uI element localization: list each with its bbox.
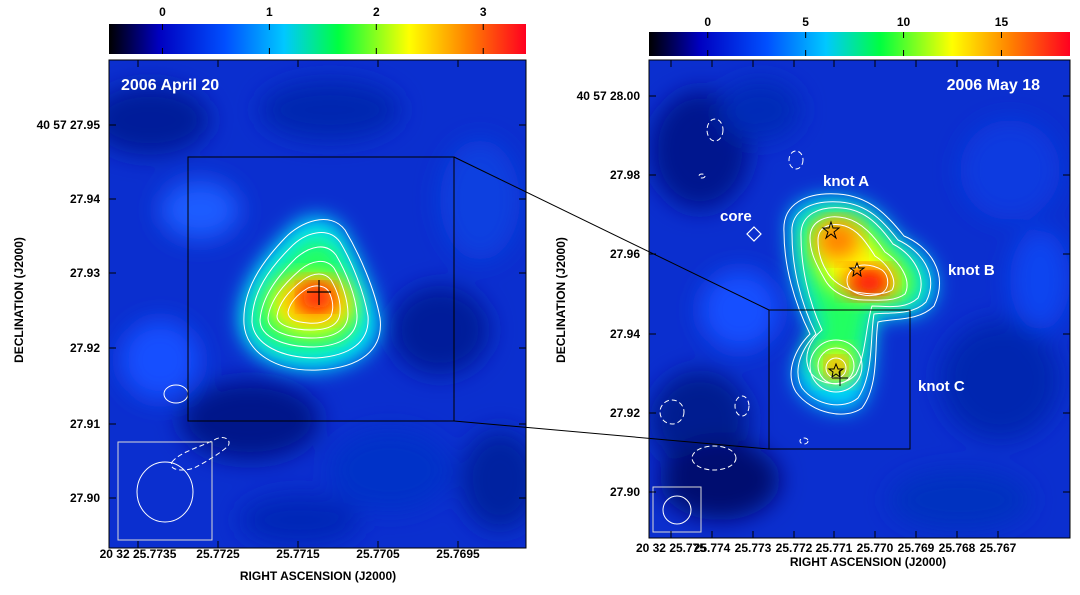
right-colorbar-ticks: 0 5 10 15 xyxy=(704,15,1008,56)
x-tick-label: 25.7705 xyxy=(356,547,400,561)
star-icon xyxy=(827,362,845,379)
left-y-axis-label: DECLINATION (J2000) xyxy=(12,237,26,363)
right-position-cross-icon xyxy=(832,370,848,386)
y-tick-label: 27.91 xyxy=(70,417,100,431)
x-tick-label: 25.771 xyxy=(816,541,853,555)
right-epoch-label: 2006 May 18 xyxy=(947,77,1041,94)
knot-b-label: knot B xyxy=(948,262,995,279)
left-beam-icon xyxy=(136,461,194,523)
left-contours xyxy=(163,219,381,404)
x-tick-label: 25.767 xyxy=(980,541,1017,555)
left-zoom-box xyxy=(187,156,455,422)
right-negative-contours xyxy=(659,118,809,471)
left-y-tick-labels: 40 57 27.95 27.94 27.93 27.92 27.91 27.90 xyxy=(37,118,526,505)
left-beam-box xyxy=(117,441,213,541)
y-tick-label: 27.94 xyxy=(610,327,640,341)
colorbar-tick-label: 2 xyxy=(373,5,380,19)
x-tick-label: 25.770 xyxy=(857,541,894,555)
y-tick-label: 27.98 xyxy=(610,168,640,182)
colorbar-tick-label: 0 xyxy=(704,15,711,29)
x-tick-label: 25.7725 xyxy=(196,547,240,561)
right-y-tick-labels: 40 57 28.00 27.98 27.96 27.94 27.92 27.90 xyxy=(577,89,1070,499)
right-map: 2006 May 18 knot A knot B knot C core xyxy=(649,60,1070,538)
right-contours xyxy=(783,193,940,415)
colorbar-tick-label: 10 xyxy=(897,15,911,29)
right-x-axis-label: RIGHT ASCENSION (J2000) xyxy=(790,555,946,569)
x-tick-label: 25.769 xyxy=(898,541,935,555)
x-tick-label: 25.774 xyxy=(694,541,731,555)
right-y-axis-label: DECLINATION (J2000) xyxy=(554,237,568,363)
x-tick-label: 20 32 25.7735 xyxy=(100,547,177,561)
knot-c-label: knot C xyxy=(918,378,965,395)
colorbar-tick-label: 3 xyxy=(480,5,487,19)
y-tick-label: 27.93 xyxy=(70,266,100,280)
core-diamond-icon xyxy=(746,226,762,242)
right-zoom-box xyxy=(768,309,911,450)
star-icon xyxy=(848,261,866,278)
left-colorbar xyxy=(109,24,526,54)
left-map: 2006 April 20 xyxy=(109,60,526,548)
y-tick-label: 27.90 xyxy=(70,491,100,505)
y-tick-label: 27.94 xyxy=(70,192,100,206)
y-tick-label: 27.96 xyxy=(610,247,640,261)
colorbar-tick-label: 0 xyxy=(159,5,166,19)
x-tick-label: 25.7715 xyxy=(276,547,320,561)
y-tick-label: 27.92 xyxy=(70,341,100,355)
colorbar-tick-label: 1 xyxy=(266,5,273,19)
left-x-axis-label: RIGHT ASCENSION (J2000) xyxy=(240,569,396,583)
y-tick-label: 27.92 xyxy=(610,406,640,420)
y-tick-label: 40 57 28.00 xyxy=(577,89,641,103)
right-colorbar xyxy=(649,32,1070,56)
x-tick-label: 25.772 xyxy=(776,541,813,555)
x-tick-label: 25.7695 xyxy=(436,547,480,561)
colorbar-tick-label: 5 xyxy=(802,15,809,29)
knot-a-label: knot A xyxy=(823,173,869,190)
y-tick-label: 40 57 27.95 xyxy=(37,118,101,132)
left-epoch-label: 2006 April 20 xyxy=(121,77,219,94)
x-tick-label: 25.768 xyxy=(939,541,976,555)
x-tick-label: 20 32 25.775 xyxy=(636,541,706,555)
right-source xyxy=(789,197,936,410)
left-colorbar-ticks: 0 1 2 3 xyxy=(159,5,487,54)
y-tick-label: 27.90 xyxy=(610,485,640,499)
x-tick-label: 25.773 xyxy=(735,541,772,555)
left-position-cross-icon xyxy=(307,280,331,305)
left-x-tick-labels: 20 32 25.7735 25.7725 25.7715 25.7705 25.769… xyxy=(100,60,480,561)
right-panel: 0 5 10 15 xyxy=(554,15,1071,569)
colorbar-tick-label: 15 xyxy=(995,15,1009,29)
right-star-markers xyxy=(821,220,866,379)
left-panel: 0 1 2 3 xyxy=(12,5,527,583)
zoom-connector-lines xyxy=(453,156,770,450)
right-beam-icon xyxy=(662,495,692,525)
star-icon xyxy=(821,220,841,240)
core-label: core xyxy=(720,208,752,225)
right-beam-box xyxy=(652,486,702,533)
